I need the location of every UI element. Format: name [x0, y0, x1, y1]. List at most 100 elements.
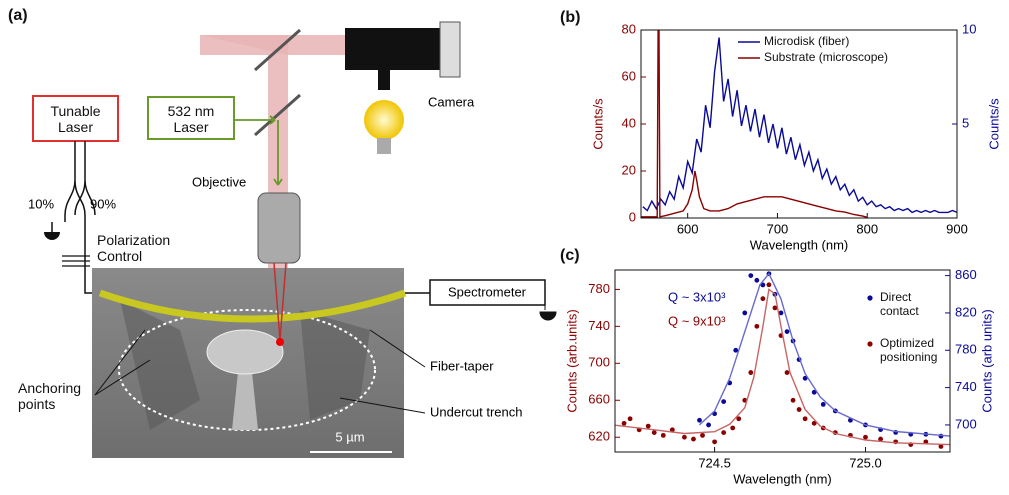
- bulb-base: [377, 138, 391, 154]
- data-point: [742, 310, 748, 316]
- data-point: [645, 423, 651, 429]
- data-point: [697, 417, 702, 423]
- camera-lens: [439, 21, 461, 78]
- data-point: [754, 277, 760, 283]
- data-point: [682, 434, 687, 440]
- polarization-paddles: [62, 255, 90, 267]
- x-tick-label: 800: [856, 221, 878, 236]
- data-point: [820, 402, 826, 407]
- data-point: [766, 282, 772, 288]
- objective: [257, 192, 301, 264]
- data-point: [700, 432, 705, 438]
- y2-tick-label: 820: [955, 304, 977, 319]
- leader-line: [94, 329, 426, 414]
- legend-label: Microdisk (fiber): [764, 34, 850, 48]
- bulb: [364, 100, 404, 140]
- y-tick-label: 780: [588, 281, 610, 296]
- data-point: [651, 430, 657, 435]
- series-line: [615, 288, 950, 446]
- laser-spot: [276, 338, 284, 346]
- x-tick-label: 700: [767, 221, 789, 236]
- data-point: [863, 434, 868, 440]
- data-point: [790, 397, 796, 403]
- y-tick-label: 740: [588, 318, 610, 333]
- y-tick-label: 20: [622, 162, 636, 177]
- pedestal: [232, 372, 258, 430]
- y-axis-label: Counts/s: [590, 98, 605, 150]
- data-point: [811, 389, 817, 395]
- y2-tick-label: 860: [955, 267, 977, 282]
- data-point: [772, 305, 778, 311]
- y2-tick-label: 700: [955, 416, 977, 431]
- series-line: [642, 37, 957, 214]
- y-axis-label: Counts (arb.units): [564, 309, 579, 412]
- y2-tick-label: 780: [955, 342, 977, 357]
- data-point: [802, 375, 808, 381]
- data-point: [811, 420, 817, 426]
- data-point: [796, 407, 802, 412]
- detector: [539, 293, 557, 321]
- panel-label: (b): [560, 9, 581, 26]
- data-point: [691, 436, 696, 442]
- data-point: [721, 399, 727, 404]
- data-point: [784, 329, 790, 334]
- y2-axis-label: Counts/s: [986, 98, 1001, 150]
- laser-beam: [200, 35, 288, 55]
- x-axis-label: Wavelength (nm): [733, 471, 832, 486]
- polarization-label: Polarization Control: [97, 232, 171, 264]
- split-label: 10%: [28, 196, 54, 211]
- y-tick-label: 80: [622, 21, 636, 36]
- data-point: [748, 273, 754, 278]
- plot-frame: [614, 269, 951, 453]
- anchoring-label: Anchoring points: [18, 380, 82, 412]
- legend-marker: [867, 295, 873, 301]
- split-label: 90%: [90, 196, 116, 211]
- plot-area: [615, 271, 950, 449]
- trench-label: Undercut trench: [430, 404, 523, 419]
- data-point: [754, 323, 760, 329]
- y2-axis-label: Counts (arb units): [979, 309, 994, 412]
- camera-mount: [378, 70, 390, 90]
- y2-tick-label: 740: [955, 379, 977, 394]
- y2-tick-label: 5: [962, 115, 969, 130]
- sem-facet: [120, 300, 370, 430]
- microdisk: [206, 329, 284, 375]
- camera-label: Camera: [428, 94, 475, 109]
- data-point: [760, 296, 766, 302]
- x-tick-label: 600: [677, 221, 699, 236]
- data-point: [660, 432, 666, 438]
- mirror: [254, 28, 301, 137]
- detector: [44, 232, 60, 240]
- x-axis-label: Wavelength (nm): [750, 237, 849, 252]
- y-tick-label: 660: [588, 392, 610, 407]
- series-line: [641, 30, 868, 218]
- series-line: [699, 272, 950, 437]
- annotation: Q ~ 3x10³: [668, 289, 726, 304]
- data-point: [784, 370, 790, 375]
- objective-label: Objective: [192, 174, 246, 189]
- green-laser-box: [147, 96, 235, 140]
- data-point: [878, 436, 883, 442]
- legend-label: Substrate (microscope): [764, 50, 889, 64]
- data-point: [712, 439, 717, 445]
- fiber-taper-label: Fiber-taper: [430, 358, 494, 373]
- data-point: [736, 416, 742, 422]
- data-point: [721, 430, 727, 435]
- green-laser-label: 532 nm Laser: [167, 103, 215, 135]
- x-tick-label: 900: [946, 221, 968, 236]
- schematic: 5 µm 10% 90% Objective Camera Spectromet…: [28, 21, 557, 458]
- data-point: [627, 416, 633, 422]
- tunable-laser-label: Tunable Laser: [50, 103, 101, 135]
- y2-tick-label: 10: [962, 21, 976, 36]
- data-point: [938, 444, 944, 449]
- y-tick-label: 0: [629, 209, 636, 224]
- y-tick-label: 40: [622, 115, 636, 130]
- scale-bar-label: 5 µm: [335, 429, 364, 444]
- tunable-laser-box: [32, 95, 119, 142]
- legend-label: Direct contact: [880, 290, 919, 318]
- data-point: [733, 347, 739, 353]
- fiber-taper: [98, 289, 407, 323]
- green-beam: [234, 115, 283, 186]
- panel-label: (c): [560, 247, 580, 264]
